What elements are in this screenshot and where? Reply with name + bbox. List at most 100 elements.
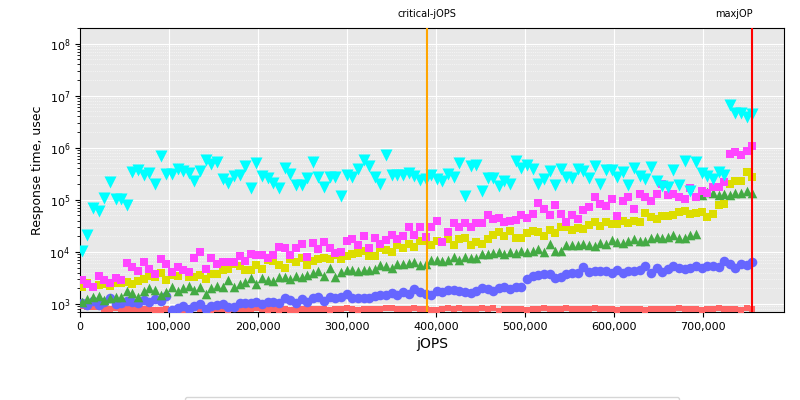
Point	[109, 305, 122, 311]
Point	[284, 256, 297, 262]
Point	[402, 170, 415, 177]
Point	[729, 265, 742, 271]
Point	[323, 174, 336, 180]
Point	[239, 278, 252, 285]
Point	[538, 305, 550, 311]
Point	[210, 159, 223, 166]
Point	[397, 172, 410, 178]
Point	[92, 293, 105, 299]
Point	[481, 235, 494, 242]
Point	[92, 272, 105, 279]
Point	[166, 306, 178, 313]
Point	[98, 298, 110, 305]
Point	[323, 256, 336, 262]
Point	[205, 254, 218, 261]
Point	[171, 264, 184, 270]
Point	[210, 302, 223, 308]
Point	[718, 190, 730, 197]
Point	[706, 176, 719, 182]
Point	[154, 152, 167, 159]
Point	[560, 305, 573, 312]
Point	[425, 306, 438, 313]
Point	[357, 232, 370, 239]
Point	[346, 236, 358, 242]
Point	[734, 177, 747, 184]
Point	[138, 297, 150, 303]
Point	[526, 306, 539, 312]
Point	[171, 305, 184, 312]
Point	[256, 274, 269, 281]
Point	[262, 255, 274, 261]
Point	[182, 306, 195, 313]
Point	[380, 292, 393, 298]
Point	[504, 286, 517, 293]
Point	[278, 244, 291, 251]
Point	[284, 171, 297, 178]
Point	[582, 175, 595, 181]
Point	[442, 228, 454, 235]
X-axis label: jOPS: jOPS	[416, 337, 448, 351]
Point	[605, 167, 618, 174]
Point	[233, 306, 246, 312]
Point	[166, 272, 178, 278]
Point	[256, 252, 269, 258]
Point	[577, 207, 590, 213]
Point	[656, 212, 669, 219]
Point	[295, 274, 308, 280]
Point	[154, 307, 167, 313]
Point	[199, 157, 212, 163]
Point	[723, 306, 736, 312]
Point	[199, 276, 212, 282]
Point	[171, 306, 184, 312]
Point	[227, 173, 240, 179]
Point	[149, 307, 162, 313]
Point	[86, 298, 99, 304]
Point	[746, 305, 758, 312]
Point	[498, 305, 511, 312]
Point	[188, 305, 201, 311]
Point	[397, 232, 410, 239]
Point	[92, 302, 105, 309]
Point	[594, 268, 606, 274]
Point	[205, 302, 218, 309]
Point	[75, 303, 88, 309]
Point	[628, 206, 641, 212]
Point	[667, 191, 680, 197]
Point	[86, 284, 99, 290]
Point	[447, 242, 460, 248]
Point	[262, 175, 274, 182]
Point	[182, 274, 195, 280]
Point	[374, 244, 387, 251]
Text: critical-jOPS: critical-jOPS	[398, 9, 457, 19]
Point	[374, 292, 387, 298]
Point	[357, 248, 370, 254]
Point	[239, 266, 252, 273]
Point	[284, 307, 297, 313]
Point	[386, 290, 398, 297]
Point	[256, 266, 269, 273]
Point	[436, 239, 449, 245]
Point	[458, 306, 471, 312]
Point	[245, 275, 258, 282]
Point	[267, 180, 280, 186]
Point	[323, 245, 336, 252]
Point	[256, 306, 269, 312]
Point	[318, 297, 330, 304]
Point	[182, 268, 195, 275]
Point	[391, 242, 404, 248]
Point	[351, 249, 364, 256]
Point	[684, 306, 697, 312]
Point	[667, 263, 680, 270]
Point	[706, 184, 719, 190]
Point	[126, 306, 139, 312]
Point	[560, 224, 573, 230]
Point	[458, 220, 471, 226]
Point	[610, 213, 623, 219]
Point	[245, 306, 258, 312]
Point	[267, 252, 280, 258]
Point	[706, 262, 719, 269]
Point	[425, 224, 438, 230]
Point	[92, 282, 105, 288]
Point	[549, 248, 562, 254]
Point	[678, 158, 691, 164]
